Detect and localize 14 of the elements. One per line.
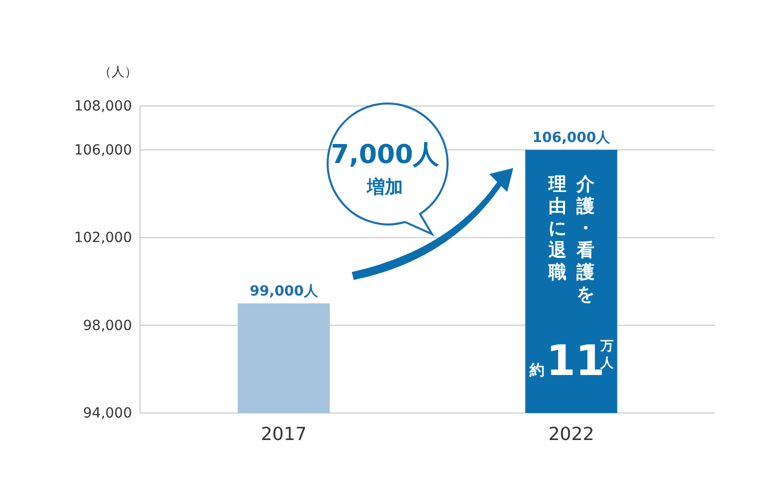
x-tick-label: 2017 (260, 424, 307, 445)
y-tick-label: 94,000 (83, 405, 132, 422)
y-tick-label: 108,000 (74, 98, 132, 114)
data-label: 99,000人 (250, 283, 319, 300)
annotation: 7,000人 (330, 140, 440, 170)
annotation: 増加 (366, 176, 403, 198)
y-tick-label: 98,000 (83, 318, 132, 334)
y-tick-label: 102,000 (74, 230, 132, 246)
annotation: 介護・看護を (575, 174, 596, 305)
x-tick-label: 2022 (548, 424, 594, 445)
y-tick-label: 106,000 (74, 142, 132, 158)
data-label: 106,000人 (532, 130, 612, 146)
annotation: 理由に退職 (547, 174, 566, 283)
y-axis-title: （人） (98, 65, 138, 80)
